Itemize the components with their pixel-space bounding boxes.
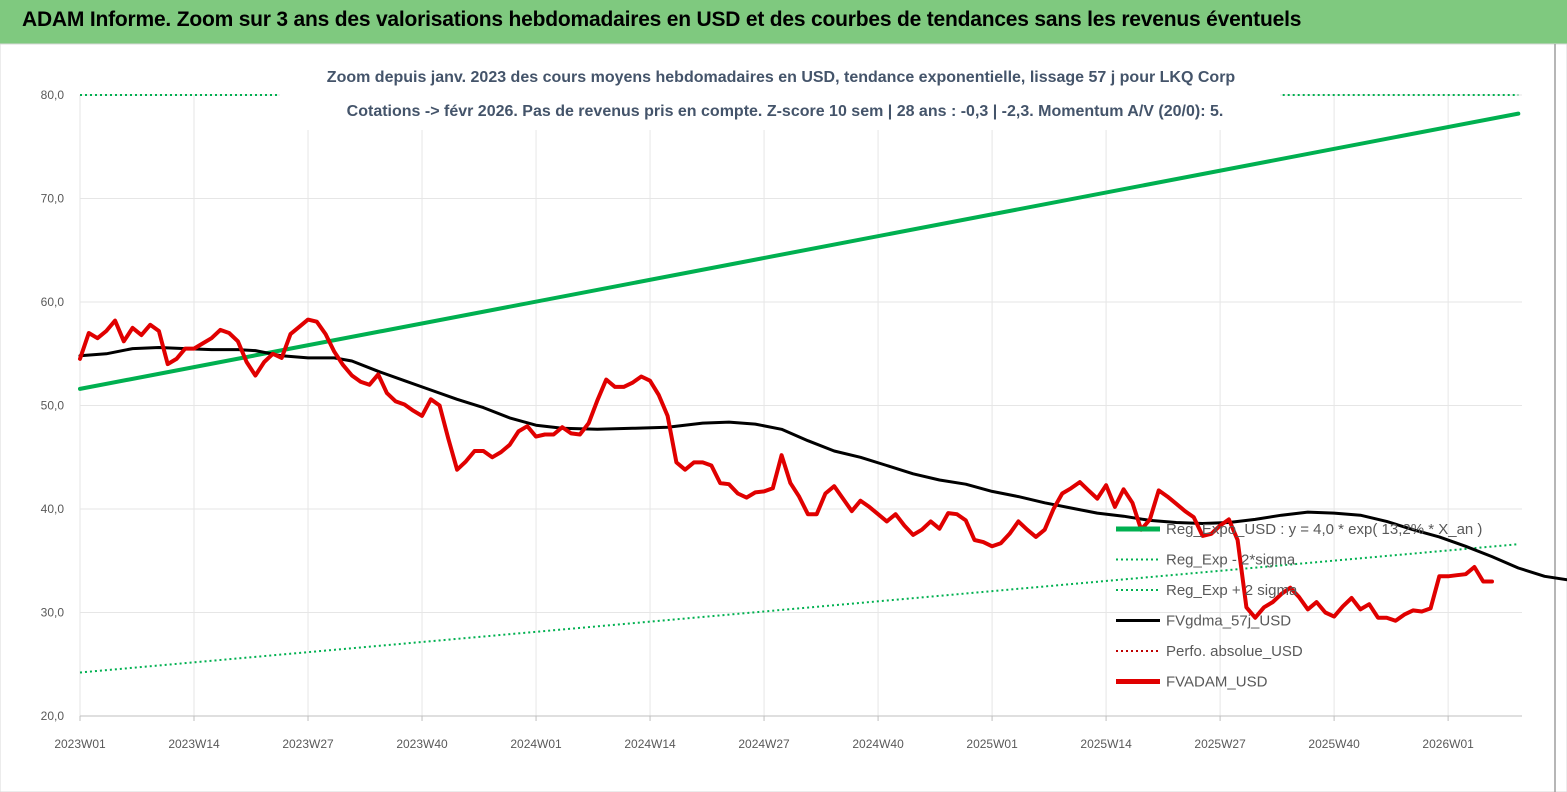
x-tick-label: 2023W01: [54, 737, 106, 751]
series-reg-expo: [78, 111, 1521, 391]
y-tick-label: 30,0: [41, 606, 65, 620]
series-reg-minus-2sigma: [79, 543, 1519, 674]
y-tick-label: 50,0: [41, 399, 65, 413]
subtitle-line-1: Zoom depuis janv. 2023 des cours moyens …: [327, 69, 1236, 86]
legend-label: Reg_Exp - 2*sigma: [1166, 552, 1296, 569]
y-tick-label: 60,0: [41, 295, 65, 309]
y-tick-label: 80,0: [41, 88, 65, 102]
x-tick-label: 2024W40: [852, 737, 904, 751]
x-tick-label: 2025W27: [1194, 737, 1246, 751]
legend-label: Perfo. absolue_USD: [1166, 643, 1303, 660]
y-tick-label: 20,0: [41, 709, 65, 723]
plot-background: [0, 43, 1567, 792]
legend-label: Reg_Expo_USD : y = 4,0 * exp( 13,2% * X_…: [1166, 521, 1482, 538]
x-tick-label: 2024W14: [624, 737, 676, 751]
legend-label: FVADAM_USD: [1166, 674, 1268, 691]
series-fvadam: [78, 317, 1494, 623]
x-tick-label: 2024W01: [510, 737, 562, 751]
grid-layer: [79, 94, 1522, 717]
x-tick-label: 2026W01: [1422, 737, 1474, 751]
x-tick-label: 2025W40: [1308, 737, 1360, 751]
subtitle-line-2: Cotations -> févr 2026. Pas de revenus p…: [347, 103, 1224, 120]
x-tick-label: 2023W14: [168, 737, 220, 751]
title-banner: ADAM Informe. Zoom sur 3 ans des valoris…: [0, 0, 1567, 44]
x-tick-label: 2025W01: [966, 737, 1018, 751]
legend-label: FVgdma_57j_USD: [1166, 613, 1291, 630]
legend-label: Reg_Exp + 2 sigma: [1166, 582, 1298, 599]
x-tick-label: 2023W27: [282, 737, 334, 751]
x-tick-label: 2024W27: [738, 737, 790, 751]
subtitle: Zoom depuis janv. 2023 des cours moyens …: [280, 58, 1280, 130]
y-tick-label: 40,0: [41, 502, 65, 516]
axis-layer: 20,0 30,0 40,0 50,0 60,0 70,0 80,0 2023W01 2023W…: [41, 88, 1522, 751]
series-layer: [78, 94, 1567, 674]
subtitle-backdrop: [280, 58, 1280, 130]
y-tick-label: 70,0: [41, 192, 65, 206]
x-tick-label: 2023W40: [396, 737, 448, 751]
x-tick-label: 2025W14: [1080, 737, 1132, 751]
banner-title: ADAM Informe. Zoom sur 3 ans des valoris…: [22, 8, 1302, 31]
legend: Reg_Expo_USD : y = 4,0 * exp( 13,2% * X_…: [1116, 521, 1482, 691]
